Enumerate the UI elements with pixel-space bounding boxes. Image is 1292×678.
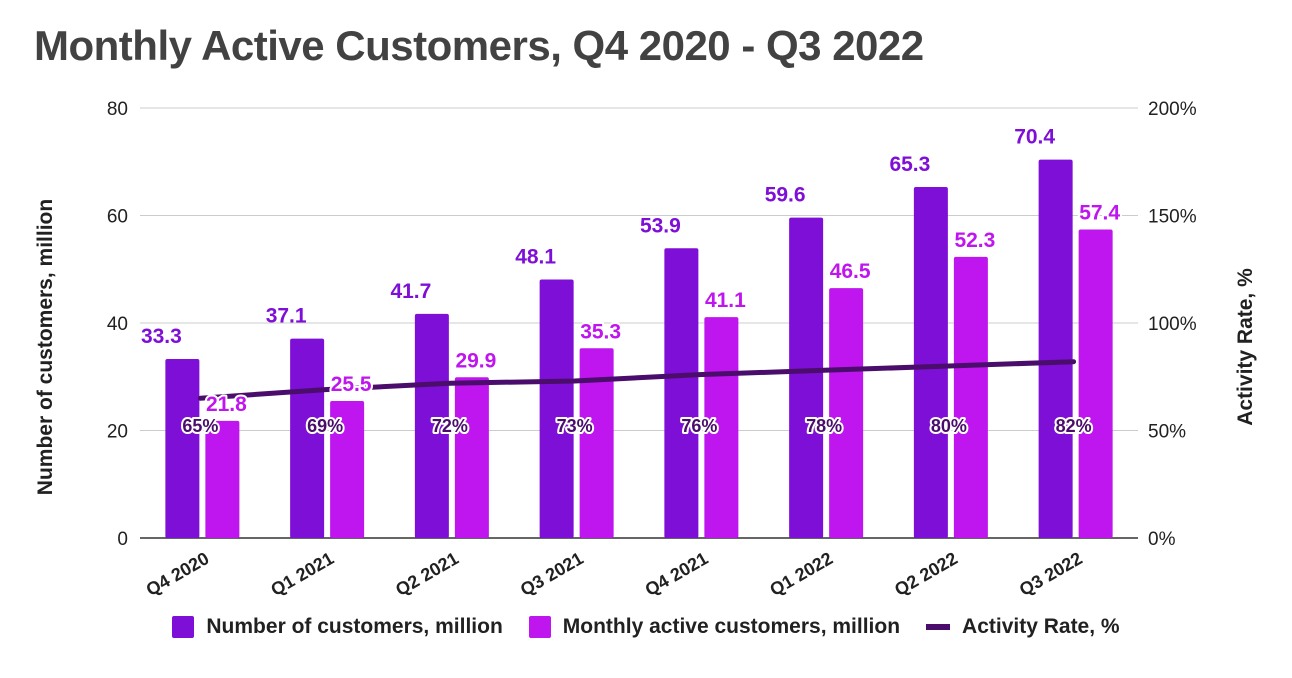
- legend-label-customers: Number of customers, million: [206, 615, 503, 638]
- y2-axis-ticks: 0% 50% 100% 150% 200%: [1148, 99, 1197, 550]
- activity-rate-line: [197, 359, 1077, 401]
- x-tick-label: Q4 2020: [143, 548, 213, 600]
- x-tick-label: Q1 2021: [267, 548, 337, 600]
- data-label-active-customers: 25.5: [331, 373, 372, 396]
- data-label-customers: 48.1: [515, 245, 556, 268]
- x-tick-label: Q1 2022: [766, 548, 836, 600]
- y-tick-label: 20: [107, 422, 128, 443]
- bar-active-customers: [829, 288, 864, 538]
- bar-customers: [539, 279, 574, 538]
- bar-active-customers: [205, 420, 240, 538]
- y-tick-label: 60: [107, 207, 128, 228]
- bar-customers: [414, 313, 449, 538]
- y2-tick-label: 200%: [1148, 99, 1197, 120]
- x-tick-label: Q2 2021: [392, 548, 462, 600]
- data-label-customers: 65.3: [889, 153, 930, 176]
- data-label-activity-rate: 80%: [931, 416, 967, 436]
- y2-tick-label: 150%: [1148, 207, 1197, 228]
- bar-customers: [165, 359, 200, 538]
- bar-customers: [913, 187, 948, 538]
- bar-active-customers: [1078, 229, 1113, 538]
- x-tick-label: Q3 2022: [1016, 548, 1086, 600]
- x-tick-label: Q4 2021: [642, 548, 712, 600]
- combo-chart: 0 20 40 60 80 0% 50% 100% 150% 200% 33.3 21.8 37.1…: [34, 99, 1257, 600]
- data-label-active-customers: 41.1: [705, 289, 746, 312]
- data-label-customers: 53.9: [640, 214, 681, 237]
- data-label-customers: 33.3: [141, 325, 182, 348]
- data-label-activity-rate: 69%: [307, 416, 343, 436]
- data-label-customers: 37.1: [266, 305, 307, 328]
- y-tick-label: 80: [107, 99, 128, 120]
- chart-title: Monthly Active Customers, Q4 2020 - Q3 2…: [34, 22, 924, 69]
- legend-item-active-customers: Monthly active customers, million: [528, 615, 901, 639]
- bar-active-customers: [953, 256, 988, 538]
- bar-customers: [789, 217, 824, 538]
- legend: Number of customers, million Monthly act…: [0, 615, 1292, 639]
- data-label-activity-rate: 82%: [1056, 416, 1092, 436]
- bar-customers: [1038, 159, 1073, 538]
- data-labels: 33.3 21.8 37.1 25.5 41.7 29.9 48.1 35.3 53.9 41.1…: [141, 126, 1122, 438]
- bar-customers: [290, 338, 325, 538]
- legend-swatch-active-customers: [528, 616, 551, 638]
- data-label-active-customers: 35.3: [580, 320, 621, 343]
- legend-swatch-activity-rate: [926, 624, 951, 630]
- activity-rate-polyline: [197, 359, 1077, 401]
- data-label-customers: 41.7: [390, 280, 431, 303]
- legend-swatch-customers: [172, 616, 195, 638]
- data-label-activity-rate: 78%: [806, 416, 842, 436]
- data-label-active-customers: 52.3: [954, 229, 995, 252]
- x-tick-label: Q3 2021: [517, 548, 587, 600]
- x-tick-label: Q2 2022: [891, 548, 961, 600]
- data-label-active-customers: 21.8: [206, 393, 247, 416]
- data-label-activity-rate: 73%: [557, 416, 593, 436]
- y2-tick-label: 0%: [1148, 529, 1176, 550]
- y-tick-label: 0: [117, 529, 128, 550]
- data-label-activity-rate: 72%: [432, 416, 468, 436]
- bar-active-customers: [579, 348, 614, 538]
- data-label-active-customers: 29.9: [455, 349, 496, 372]
- y2-tick-label: 100%: [1148, 314, 1197, 335]
- bar-active-customers: [330, 400, 365, 538]
- legend-item-customers: Number of customers, million: [172, 615, 503, 639]
- data-label-active-customers: 57.4: [1079, 201, 1120, 224]
- bars: [165, 159, 1113, 538]
- y2-axis-title: Activity Rate, %: [1234, 268, 1257, 426]
- legend-label-active-customers: Monthly active customers, million: [562, 615, 901, 638]
- bar-active-customers: [454, 377, 489, 538]
- data-label-customers: 70.4: [1014, 126, 1055, 149]
- y-axis-title: Number of customers, million: [34, 199, 57, 495]
- data-label-customers: 59.6: [765, 184, 806, 207]
- data-label-activity-rate: 76%: [681, 416, 717, 436]
- legend-item-activity-rate: Activity Rate, %: [926, 615, 1120, 639]
- bar-customers: [664, 248, 699, 538]
- y2-tick-label: 50%: [1148, 422, 1186, 443]
- data-label-activity-rate: 65%: [182, 416, 218, 436]
- y-tick-label: 40: [107, 314, 128, 335]
- y-axis-ticks: 0 20 40 60 80: [107, 99, 128, 550]
- legend-label-activity-rate: Activity Rate, %: [962, 615, 1120, 638]
- x-axis-ticks: Q4 2020 Q1 2021 Q2 2021 Q3 2021 Q4 2021 Q1 20…: [143, 548, 1086, 600]
- data-label-active-customers: 46.5: [830, 260, 871, 283]
